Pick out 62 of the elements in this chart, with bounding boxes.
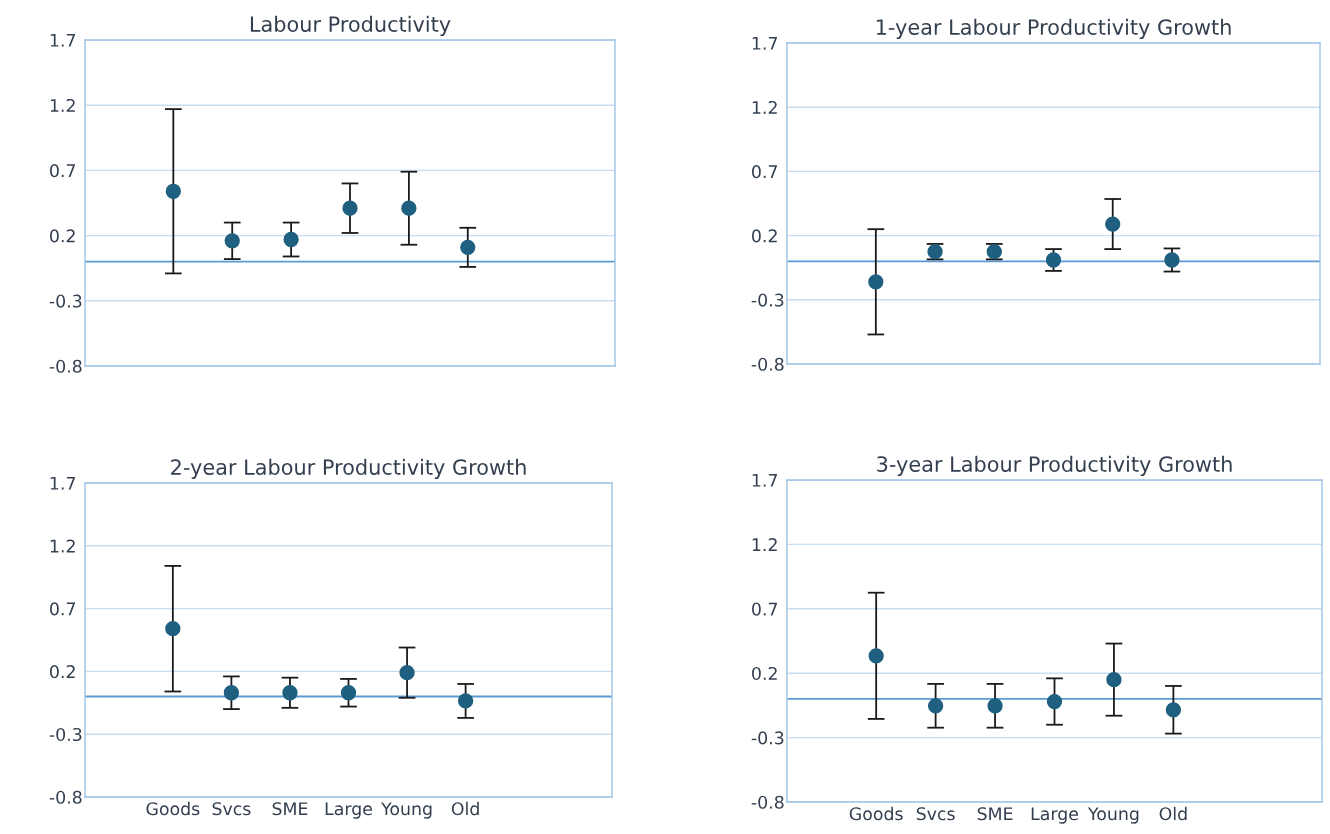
y-tick-label: 0.7 bbox=[50, 602, 76, 616]
x-tick-label: Goods bbox=[146, 801, 200, 816]
y-tick-label: 1.2 bbox=[50, 539, 75, 553]
y-tick-label: -0.8 bbox=[751, 357, 784, 371]
y-tick-label: 0.2 bbox=[50, 665, 75, 679]
x-tick-label: Large bbox=[1031, 807, 1078, 824]
point bbox=[460, 239, 476, 255]
y-tick-label: -0.3 bbox=[49, 294, 82, 308]
y-tick-label: 0.7 bbox=[50, 164, 76, 178]
y-tick-label: -0.8 bbox=[49, 359, 82, 373]
point bbox=[868, 648, 884, 664]
x-tick-label: SME bbox=[977, 807, 1013, 821]
y-tick-label: 0.2 bbox=[752, 229, 777, 243]
y-tick-label: 0.2 bbox=[50, 229, 75, 243]
point bbox=[987, 698, 1003, 714]
point bbox=[1165, 702, 1182, 718]
y-tick-label: -0.3 bbox=[751, 293, 784, 307]
point bbox=[401, 200, 417, 216]
point bbox=[283, 231, 299, 248]
chart-title: 2-year Labour Productivity Growth bbox=[171, 458, 526, 479]
point bbox=[282, 685, 298, 701]
point bbox=[342, 200, 358, 216]
x-tick-label: Young bbox=[381, 802, 432, 819]
y-tick-label: 1.7 bbox=[752, 473, 778, 487]
point bbox=[224, 233, 240, 249]
x-tick-label: Goods bbox=[849, 806, 903, 821]
y-tick-label: 1.2 bbox=[50, 98, 75, 112]
y-tick-label: 0.7 bbox=[752, 602, 778, 616]
y-tick-label: 1.7 bbox=[752, 36, 778, 50]
y-tick-label: 0.2 bbox=[752, 666, 777, 681]
x-tick-label: Old bbox=[1159, 806, 1187, 821]
chart-title: 1-year Labour Productivity Growth bbox=[876, 18, 1231, 39]
chart-title: Labour Productivity bbox=[250, 15, 451, 36]
x-tick-label: Svcs bbox=[212, 802, 251, 816]
chart-title: 3-year Labour Productivity Growth bbox=[877, 455, 1232, 476]
point bbox=[927, 698, 944, 714]
point bbox=[399, 665, 415, 681]
y-tick-label: 1.2 bbox=[752, 538, 777, 551]
x-tick-label: Large bbox=[325, 802, 372, 819]
point bbox=[1105, 216, 1121, 232]
point bbox=[223, 685, 240, 701]
point bbox=[165, 183, 181, 199]
y-tick-label: 0.7 bbox=[752, 165, 778, 179]
x-tick-label: Young bbox=[1087, 807, 1139, 824]
y-tick-label: -0.3 bbox=[49, 727, 82, 742]
point bbox=[340, 685, 357, 701]
y-tick-label: 1.7 bbox=[50, 33, 76, 47]
y-tick-label: -0.8 bbox=[49, 790, 82, 804]
y-tick-label: 1.2 bbox=[752, 100, 777, 114]
x-tick-label: SME bbox=[272, 802, 308, 816]
point bbox=[165, 621, 181, 637]
point bbox=[1046, 693, 1063, 710]
point bbox=[1164, 252, 1180, 268]
point bbox=[1106, 672, 1122, 688]
x-tick-label: Svcs bbox=[916, 807, 955, 821]
point bbox=[457, 693, 474, 709]
y-tick-label: 1.7 bbox=[50, 476, 76, 490]
y-tick-label: -0.8 bbox=[751, 795, 784, 809]
y-tick-label: -0.3 bbox=[751, 731, 784, 745]
x-tick-label: Old bbox=[451, 801, 479, 816]
point bbox=[1045, 252, 1062, 268]
point bbox=[868, 274, 884, 290]
